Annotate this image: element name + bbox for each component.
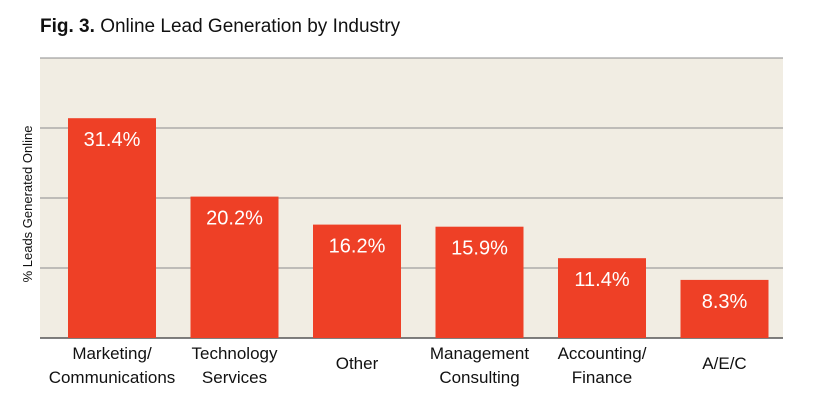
category-label-line: Consulting [439, 368, 519, 387]
bar-value-label: 11.4% [574, 269, 629, 291]
category-label: Technology Services [191, 344, 278, 387]
y-axis-label: % Leads Generated Online [20, 126, 35, 283]
bars: 31.4% 20.2% 16.2% 15.9% 11.4% 8.3% [68, 118, 769, 338]
category-label-line: Marketing/ [72, 344, 152, 363]
bar [435, 226, 524, 338]
bar [680, 279, 769, 338]
bar-value-label: 20.2% [206, 208, 263, 230]
category-label-line: Communications [49, 368, 176, 387]
category-label-line: A/E/C [702, 354, 746, 373]
category-label-line: Management [430, 344, 530, 363]
bar [68, 118, 156, 338]
category-label-line: Technology [191, 344, 278, 363]
category-label: Other [336, 354, 379, 373]
bar [558, 258, 646, 338]
bar-value-label: 15.9% [451, 238, 508, 260]
bar-value-label: 16.2% [329, 236, 386, 258]
category-label: A/E/C [702, 354, 746, 373]
category-label: Accounting/Finance [558, 344, 647, 387]
category-label-line: Other [336, 354, 379, 373]
figure-number: Fig. 3. [40, 16, 95, 37]
gridlines [40, 57, 783, 339]
bar-value-label: 31.4% [84, 129, 141, 151]
category-label: Marketing/Communications [49, 344, 176, 387]
category-label-line: Accounting/ [558, 344, 647, 363]
category-label-line: Finance [572, 368, 632, 387]
category-label: Management Consulting [430, 344, 530, 387]
chart-title: Fig. 3. Online Lead Generation by Indust… [40, 16, 400, 38]
bar-value-label: 8.3% [702, 291, 748, 313]
bar [313, 224, 401, 338]
category-label-line: Services [202, 368, 267, 387]
category-labels: Marketing/Communications Technology Servic… [49, 344, 747, 387]
figure-title: Online Lead Generation by Industry [100, 16, 401, 37]
bar [190, 196, 279, 338]
